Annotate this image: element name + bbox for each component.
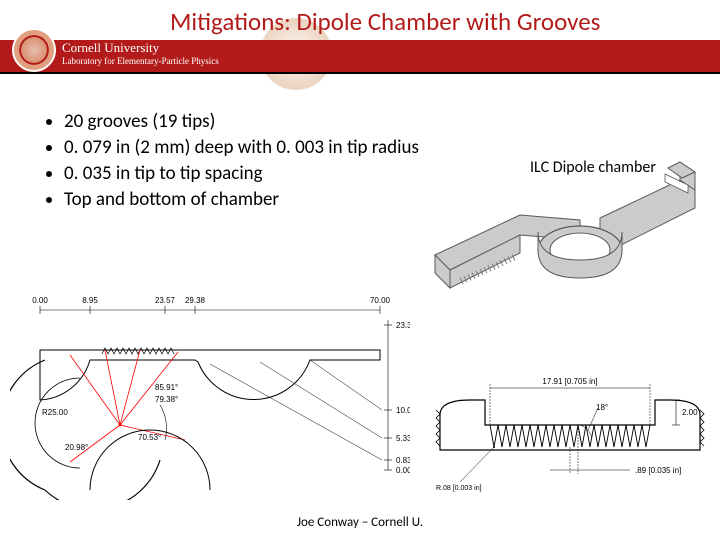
svg-text:2.00: 2.00 xyxy=(682,408,698,417)
bullet-list: 20 grooves (19 tips) 0. 079 in (2 mm) de… xyxy=(44,110,419,214)
bullet-item: 0. 079 in (2 mm) deep with 0. 003 in tip… xyxy=(64,136,419,159)
svg-text:8.95: 8.95 xyxy=(82,296,98,305)
svg-text:R25.00: R25.00 xyxy=(42,408,68,417)
chamber-3d-diagram xyxy=(430,160,700,350)
svg-text:0.83: 0.83 xyxy=(396,456,410,465)
svg-text:.89 [0.035 in]: .89 [0.035 in] xyxy=(635,466,681,475)
svg-text:R.08 [0.003 in]: R.08 [0.003 in] xyxy=(436,485,482,492)
svg-text:85.91°: 85.91° xyxy=(155,383,178,392)
svg-text:23.57: 23.57 xyxy=(155,296,176,305)
svg-text:10.00: 10.00 xyxy=(396,406,410,415)
cross-section-drawing: 0.00 8.95 23.57 29.38 70.00 23.34 10.00 5.33 0.8… xyxy=(10,290,410,500)
svg-text:29.38: 29.38 xyxy=(185,296,206,305)
svg-text:5.33: 5.33 xyxy=(396,434,410,443)
svg-text:17.91 [0.705 in]: 17.91 [0.705 in] xyxy=(542,377,597,386)
svg-text:0.00: 0.00 xyxy=(396,466,410,475)
bullet-item: Top and bottom of chamber xyxy=(64,188,419,211)
lab-name: Laboratory for Elementary-Particle Physi… xyxy=(62,56,219,67)
svg-text:23.34: 23.34 xyxy=(396,321,410,330)
svg-text:79.38°: 79.38° xyxy=(155,395,178,404)
header-underline xyxy=(0,72,720,74)
svg-text:70.53°: 70.53° xyxy=(138,433,161,442)
groove-detail-drawing: 17.91 [0.705 in] 2.00 18° .89 [0.035 in] R.0… xyxy=(430,370,710,500)
svg-text:18°: 18° xyxy=(596,403,608,412)
svg-text:20.98°: 20.98° xyxy=(65,443,88,452)
footer-author: Joe Conway – Cornell U. xyxy=(0,515,720,530)
bullet-item: 0. 035 in tip to tip spacing xyxy=(64,162,419,185)
cornell-seal-icon xyxy=(12,28,56,72)
bullet-item: 20 grooves (19 tips) xyxy=(64,110,419,133)
slide-title: Mitigations: Dipole Chamber with Grooves xyxy=(170,6,600,37)
svg-text:0.00: 0.00 xyxy=(32,296,48,305)
affiliation: Cornell University Laboratory for Elemen… xyxy=(62,40,219,66)
university-name: Cornell University xyxy=(62,40,219,56)
svg-text:70.00: 70.00 xyxy=(370,296,391,305)
